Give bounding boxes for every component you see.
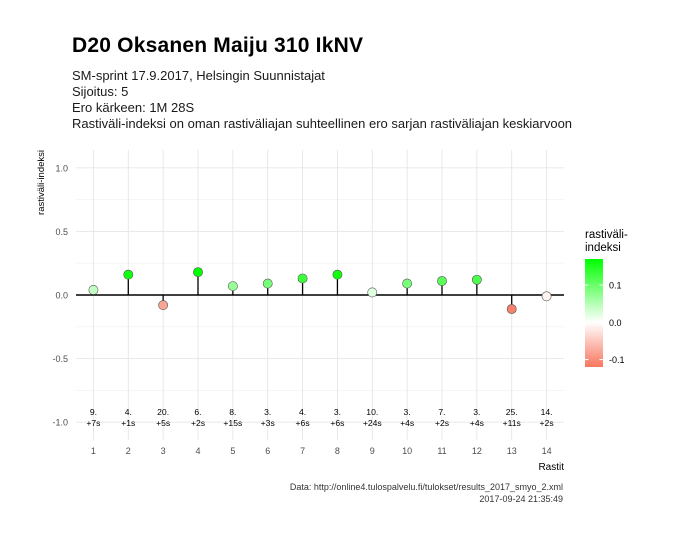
- split-rank-label: 10.: [366, 407, 378, 417]
- split-diff-label: +6s: [296, 418, 310, 428]
- split-rank-label: 7.: [438, 407, 445, 417]
- legend-title: rastiväli-: [585, 229, 628, 241]
- x-axis-title: Rastit: [538, 462, 564, 473]
- x-tick-label: 10: [402, 446, 412, 456]
- x-tick-label: 7: [300, 446, 305, 456]
- x-tick-label: 2: [126, 446, 131, 456]
- lollipop-point: [506, 304, 517, 314]
- subtitle-placement: Sijoitus: 5: [72, 84, 129, 99]
- split-diff-label: +5s: [156, 418, 170, 428]
- data-marks: [88, 267, 552, 314]
- lollipop-point: [123, 269, 134, 280]
- legend-title: indeksi: [585, 242, 621, 254]
- y-axis-title: rastiväli-indeksi: [36, 150, 47, 215]
- y-tick-label: 1.0: [55, 163, 68, 173]
- lollipop-point: [402, 278, 413, 289]
- split-diff-label: +24s: [363, 418, 382, 428]
- legend-tick-label: -0.1: [609, 355, 625, 365]
- split-rank-label: 25.: [506, 407, 518, 417]
- lollipop-point: [88, 285, 99, 295]
- lollipop-point: [541, 291, 552, 302]
- split-rank-label: 4.: [299, 407, 306, 417]
- split-diff-label: +1s: [121, 418, 135, 428]
- y-tick-label: 0.0: [55, 291, 68, 301]
- split-rank-label: 6.: [194, 407, 201, 417]
- lollipop-point: [297, 273, 308, 284]
- x-tick-label: 6: [265, 446, 270, 456]
- split-diff-label: +11s: [503, 418, 521, 428]
- x-tick-label: 3: [161, 446, 166, 456]
- y-tick-label: -0.5: [52, 354, 68, 364]
- y-tick-label: -1.0: [52, 418, 68, 428]
- split-rank-label: 8.: [229, 407, 236, 417]
- split-rank-label: 3.: [334, 407, 341, 417]
- split-rank-label: 3.: [473, 407, 480, 417]
- chart-title: D20 Oksanen Maiju 310 IkNV: [72, 34, 364, 57]
- split-rank-label: 3.: [264, 407, 271, 417]
- x-tick-label: 4: [195, 446, 200, 456]
- lollipop-point: [227, 281, 238, 291]
- x-tick-label: 5: [230, 446, 235, 456]
- lollipop-point: [437, 276, 447, 286]
- x-tick-label: 13: [507, 446, 517, 456]
- split-rank-label: 9.: [90, 407, 97, 417]
- legend-colorbar: [585, 259, 603, 367]
- legend-tick-label: 0.1: [609, 281, 622, 291]
- x-tick-label: 14: [542, 446, 552, 456]
- subtitle-gap-to-leader: Ero kärkeen: 1M 28S: [72, 100, 195, 115]
- lollipop-point: [471, 274, 482, 285]
- split-diff-label: +2s: [540, 418, 554, 428]
- legend-tick-label: 0.0: [609, 318, 622, 328]
- lollipop-point: [332, 269, 343, 280]
- split-rank-label: 14.: [541, 407, 553, 417]
- x-tick-label: 12: [472, 446, 482, 456]
- split-diff-label: +2s: [435, 418, 449, 428]
- x-tick-label: 1: [91, 446, 96, 456]
- split-diff-label: +15s: [223, 418, 242, 428]
- split-diff-label: +4s: [470, 418, 484, 428]
- split-diff-label: +7s: [86, 418, 100, 428]
- x-tick-label: 11: [437, 446, 446, 456]
- x-tick-label: 9: [370, 446, 375, 456]
- split-labels: 9.+7s4.+1s20.+5s6.+2s8.+15s3.+3s4.+6s3.+…: [86, 407, 553, 428]
- x-tick-label: 8: [335, 446, 340, 456]
- lollipop-point: [193, 267, 203, 278]
- split-diff-label: +6s: [330, 418, 344, 428]
- split-diff-label: +3s: [261, 418, 275, 428]
- split-rank-label: 20.: [157, 407, 169, 417]
- lollipop-point: [158, 300, 169, 311]
- split-diff-label: +2s: [191, 418, 205, 428]
- axes: 1.00.50.0-0.5-1.01 2 3 4 5 6 7 8 9 10 11 12 13 14Rast…: [36, 150, 564, 473]
- split-rank-label: 4.: [125, 407, 132, 417]
- generated-timestamp: 2017-09-24 21:35:49: [479, 494, 563, 504]
- lollipop-point: [367, 287, 378, 298]
- lollipop-point: [262, 278, 273, 289]
- split-diff-label: +4s: [400, 418, 414, 428]
- y-tick-label: 0.5: [55, 227, 68, 237]
- split-rank-label: 3.: [404, 407, 411, 417]
- legend: rastiväli-indeksi 0.1 0.0 -0.1: [585, 229, 628, 367]
- subtitle-index-description: Rastiväli-indeksi on oman rastiväliajan …: [72, 116, 573, 131]
- data-source-caption: Data: http://online4.tulospalvelu.fi/tul…: [289, 482, 563, 492]
- subtitle-event: SM-sprint 17.9.2017, Helsingin Suunnista…: [72, 68, 325, 83]
